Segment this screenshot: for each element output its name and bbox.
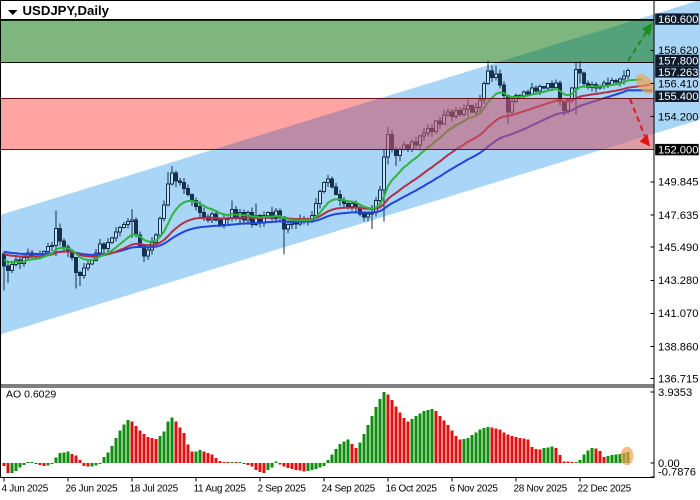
svg-text:160.600: 160.600 [658, 14, 698, 26]
svg-text:2 Sep 2025: 2 Sep 2025 [258, 484, 307, 495]
svg-text:28 Nov 2025: 28 Nov 2025 [514, 484, 568, 495]
svg-text:AO 0.6029: AO 0.6029 [6, 389, 56, 401]
svg-text:26 Jun 2025: 26 Jun 2025 [66, 484, 118, 495]
svg-text:-0.7876: -0.7876 [658, 467, 696, 479]
svg-text:147.635: 147.635 [658, 210, 698, 222]
svg-text:18 Jul 2025: 18 Jul 2025 [130, 484, 179, 495]
svg-text:145.490: 145.490 [658, 242, 698, 254]
svg-text:149.845: 149.845 [658, 177, 698, 189]
svg-text:143.280: 143.280 [658, 275, 698, 287]
svg-text:3.9353: 3.9353 [658, 387, 692, 399]
svg-text:141.070: 141.070 [658, 308, 698, 320]
svg-text:152.000: 152.000 [658, 145, 698, 157]
svg-text:157.800: 157.800 [658, 55, 698, 67]
svg-text:6 Nov 2025: 6 Nov 2025 [450, 484, 499, 495]
svg-text:16 Oct 2025: 16 Oct 2025 [386, 484, 438, 495]
svg-text:4 Jun 2025: 4 Jun 2025 [2, 484, 49, 495]
svg-text:138.860: 138.860 [658, 341, 698, 353]
svg-text:USDJPY,Daily: USDJPY,Daily [23, 3, 110, 18]
svg-text:157.263: 157.263 [658, 67, 698, 79]
svg-text:22 Dec 2025: 22 Dec 2025 [578, 484, 632, 495]
svg-text:158.620: 158.620 [658, 45, 698, 57]
svg-text:156.410: 156.410 [658, 78, 698, 90]
svg-text:24 Sep 2025: 24 Sep 2025 [322, 484, 376, 495]
svg-text:11 Aug 2025: 11 Aug 2025 [194, 484, 247, 495]
svg-text:0.00: 0.00 [658, 458, 680, 470]
svg-text:154.200: 154.200 [658, 111, 698, 123]
svg-text:136.715: 136.715 [658, 374, 698, 386]
svg-text:155.400: 155.400 [658, 91, 698, 103]
